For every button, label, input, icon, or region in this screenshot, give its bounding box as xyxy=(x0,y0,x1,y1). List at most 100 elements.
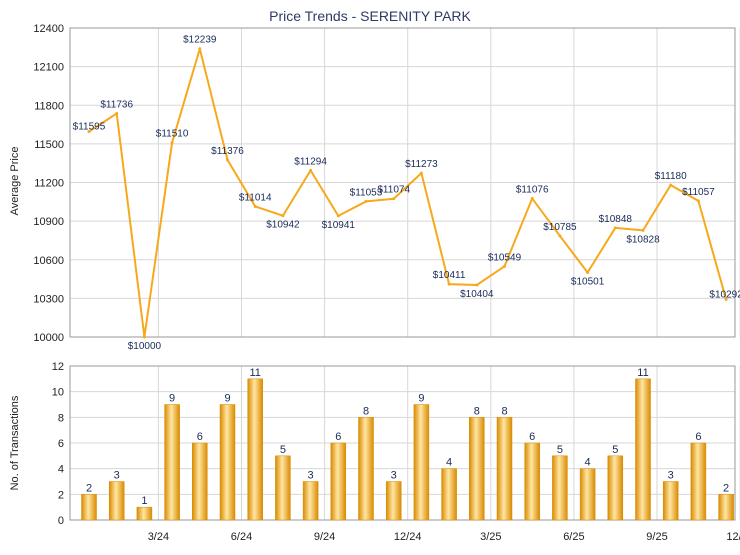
transactions-data-label: 11 xyxy=(249,367,260,379)
price-data-label: $10549 xyxy=(488,252,522,263)
price-y-tick-label: 11800 xyxy=(34,100,64,112)
transactions-bar xyxy=(81,494,97,521)
price-data-label: $10942 xyxy=(266,220,300,231)
transactions-y-tick-label: 10 xyxy=(52,387,64,399)
transactions-bar xyxy=(579,468,596,521)
price-point xyxy=(724,297,728,301)
transactions-bar xyxy=(413,404,430,521)
price-point xyxy=(613,226,617,230)
transactions-bar xyxy=(662,481,679,521)
price-data-label: $11273 xyxy=(405,159,438,170)
transactions-data-label: 3 xyxy=(308,470,314,482)
x-tick-label: 3/25 xyxy=(480,531,501,543)
price-data-label: $10411 xyxy=(433,270,466,281)
transactions-data-label: 9 xyxy=(169,393,175,405)
transactions-data-label: 8 xyxy=(363,405,369,417)
price-series-line xyxy=(88,47,728,338)
transactions-data-label: 9 xyxy=(418,393,424,405)
transactions-data-label: 8 xyxy=(501,405,507,417)
x-tick-label: 9/24 xyxy=(314,531,335,543)
price-data-label: $11057 xyxy=(682,187,715,198)
transactions-data-label: 3 xyxy=(668,470,674,482)
transactions-bar xyxy=(219,404,236,521)
price-data-label: $11076 xyxy=(516,184,549,195)
price-point xyxy=(558,234,562,238)
transactions-data-label: 6 xyxy=(529,431,535,443)
price-data-label: $10404 xyxy=(460,289,494,300)
price-point xyxy=(392,197,396,201)
price-y-tick-label: 10900 xyxy=(33,216,64,228)
price-data-label: $10501 xyxy=(571,276,605,287)
price-y-tick-label: 10600 xyxy=(33,255,64,267)
x-tick-label: 12/24 xyxy=(394,531,422,543)
transactions-y-tick-label: 6 xyxy=(58,438,64,450)
transactions-bar xyxy=(718,494,734,521)
price-point xyxy=(309,168,313,172)
price-point xyxy=(530,196,534,200)
transactions-data-label: 8 xyxy=(474,405,480,417)
price-point xyxy=(586,270,590,274)
price-point xyxy=(641,228,645,232)
price-point xyxy=(475,283,479,287)
price-point xyxy=(669,183,673,187)
price-data-label: $11510 xyxy=(156,129,189,140)
price-data-label: $11736 xyxy=(100,99,133,110)
transactions-data-label: 1 xyxy=(141,495,147,507)
price-data-label: $11180 xyxy=(655,171,687,182)
transactions-data-label: 5 xyxy=(557,444,563,456)
price-data-label: $11074 xyxy=(377,185,410,196)
transactions-data-label: 6 xyxy=(695,431,701,443)
transactions-data-label: 4 xyxy=(585,457,591,469)
price-point xyxy=(364,199,368,203)
price-data-label: $10828 xyxy=(626,234,660,245)
transactions-data-label: 11 xyxy=(637,367,648,379)
x-tick-label: 9/25 xyxy=(646,531,667,543)
transactions-bar xyxy=(247,378,263,521)
transactions-bar xyxy=(524,442,540,521)
transactions-y-tick-label: 4 xyxy=(58,464,64,476)
transactions-y-tick-label: 12 xyxy=(52,361,64,373)
transactions-y-tick-label: 8 xyxy=(58,412,64,424)
price-y-tick-label: 11500 xyxy=(34,139,64,151)
transactions-bar xyxy=(108,481,125,521)
price-data-label: $11053 xyxy=(350,187,383,198)
price-y-tick-label: 10300 xyxy=(33,293,64,305)
transactions-data-label: 2 xyxy=(723,482,729,494)
x-tick-label: 6/25 xyxy=(563,531,584,543)
price-point xyxy=(87,130,91,134)
price-data-label: $11595 xyxy=(73,122,106,133)
price-data-label: $10292 xyxy=(709,289,740,300)
transactions-bar xyxy=(136,506,153,521)
transactions-data-label: 6 xyxy=(197,431,203,443)
price-plot-border xyxy=(69,27,736,338)
price-y-tick-label: 11200 xyxy=(34,178,64,190)
price-data-label: $10000 xyxy=(128,341,162,352)
price-point xyxy=(253,204,257,208)
transactions-data-label: 5 xyxy=(280,444,286,456)
price-y-axis-label: Average Price xyxy=(9,147,21,216)
transactions-data-label: 4 xyxy=(446,457,452,469)
transactions-panel: 0 2 4 6 8 10 12 2 3 1 9 6 9 11 5 3 6 8 3 9 4 8 8 6 5 4 5 11 3 6 2 xyxy=(52,361,740,527)
transactions-bar xyxy=(441,468,457,521)
price-point xyxy=(447,282,451,286)
transactions-bar xyxy=(330,442,347,521)
transactions-bar xyxy=(302,481,319,521)
transactions-data-label: 2 xyxy=(86,482,92,494)
transactions-y-tick-label: 0 xyxy=(58,515,64,527)
transactions-bar xyxy=(385,481,402,521)
transactions-bar xyxy=(358,417,374,521)
price-data-label: $11294 xyxy=(294,156,327,167)
transactions-bar xyxy=(690,442,707,521)
price-point xyxy=(198,47,202,51)
price-point xyxy=(419,171,423,175)
transactions-bar xyxy=(469,417,485,521)
price-point xyxy=(142,335,146,339)
transactions-data-label: 6 xyxy=(335,431,341,443)
transactions-bar xyxy=(192,442,208,521)
price-data-label: $11014 xyxy=(239,192,272,203)
x-tick-label: 6/24 xyxy=(231,531,252,543)
price-data-label: $11376 xyxy=(211,146,244,157)
transactions-bar xyxy=(275,455,291,521)
price-data-label: $10785 xyxy=(543,222,577,233)
